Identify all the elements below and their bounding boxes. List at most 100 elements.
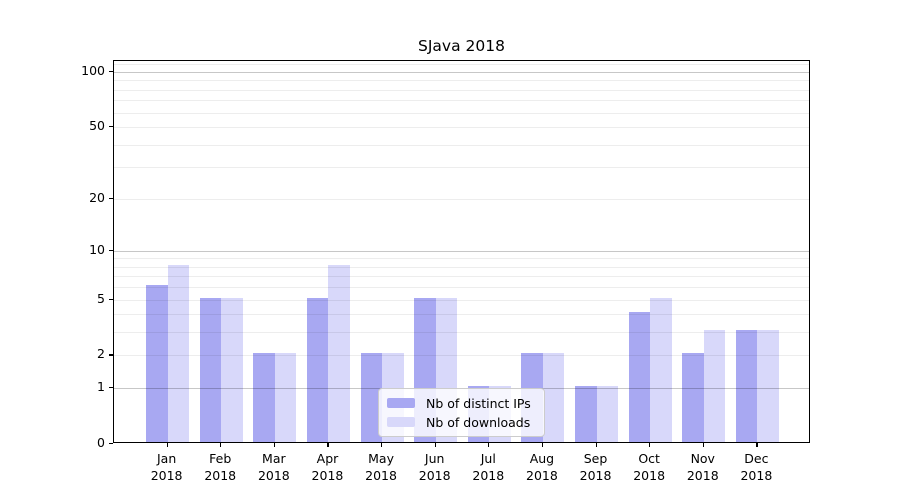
x-tick-dec bbox=[756, 443, 758, 447]
x-tick-year: 2018 bbox=[418, 467, 451, 483]
bar-downloads-feb bbox=[221, 297, 243, 442]
y-tick-2 bbox=[109, 354, 113, 356]
y-tick-5 bbox=[109, 298, 113, 300]
x-tick-year: 2018 bbox=[633, 467, 666, 483]
x-tick-nov bbox=[702, 443, 704, 447]
x-tick-month: Oct bbox=[638, 451, 660, 466]
y-tick-50 bbox=[109, 126, 113, 128]
gridline-minor-3 bbox=[114, 332, 809, 334]
x-tick-label-may: May 2018 bbox=[341, 451, 421, 484]
bar-distinct-ips-nov bbox=[682, 353, 704, 442]
x-tick-jul bbox=[488, 443, 490, 447]
gridline-minor-4 bbox=[114, 314, 809, 316]
y-tick-1 bbox=[109, 387, 113, 389]
x-tick-may bbox=[381, 443, 383, 447]
gridline-minor-90 bbox=[114, 80, 809, 82]
bar-downloads-sep bbox=[596, 386, 619, 442]
x-tick-month: Sep bbox=[583, 451, 608, 466]
bar-downloads-oct bbox=[650, 297, 672, 442]
x-tick-month: Jun bbox=[424, 451, 445, 466]
grid-layer bbox=[114, 61, 809, 442]
x-tick-month: Feb bbox=[209, 451, 232, 466]
x-tick-label-dec: Dec 2018 bbox=[716, 451, 796, 484]
x-tick-month: Jul bbox=[480, 451, 496, 466]
x-tick-aug bbox=[541, 443, 544, 447]
gridline-minor-8 bbox=[114, 266, 809, 268]
x-tick-apr bbox=[327, 443, 329, 447]
y-tick-label-5: 5 bbox=[97, 290, 105, 306]
gridline-minor-9 bbox=[114, 258, 809, 260]
bar-distinct-ips-jan bbox=[146, 285, 168, 442]
bar-downloads-dec bbox=[757, 330, 779, 442]
y-tick-100 bbox=[109, 71, 113, 73]
legend-row-downloads: Nb of downloads bbox=[387, 415, 536, 430]
gridline-major-10 bbox=[114, 250, 809, 252]
x-tick-year: 2018 bbox=[365, 467, 397, 483]
legend-swatch-downloads bbox=[387, 417, 415, 427]
gridline-minor-50 bbox=[114, 127, 809, 129]
bar-downloads-aug bbox=[542, 353, 565, 442]
x-tick-label-mar: Mar 2018 bbox=[234, 451, 314, 484]
gridline-minor-110 bbox=[114, 64, 809, 66]
gridline-minor-80 bbox=[114, 89, 809, 91]
bar-distinct-ips-mar bbox=[253, 353, 275, 442]
y-tick-label-50: 50 bbox=[89, 118, 105, 134]
bar-distinct-ips-oct bbox=[628, 312, 651, 442]
y-tick-10 bbox=[109, 249, 113, 251]
x-tick-sep bbox=[595, 443, 597, 447]
legend: Nb of distinct IPs Nb of downloads bbox=[378, 388, 545, 437]
gridline-minor-30 bbox=[114, 167, 809, 169]
legend-label-distinct-ips: Nb of distinct IPs bbox=[426, 395, 531, 411]
x-tick-label-nov: Nov 2018 bbox=[663, 451, 743, 484]
y-tick-label-20: 20 bbox=[89, 189, 105, 205]
chart-title: SJava 2018 bbox=[418, 37, 505, 55]
plot-area bbox=[113, 60, 810, 443]
y-tick-label-10: 10 bbox=[89, 241, 105, 257]
x-tick-month: Nov bbox=[690, 451, 715, 466]
x-tick-jun bbox=[434, 443, 436, 447]
x-tick-jan bbox=[166, 443, 168, 447]
bar-distinct-ips-feb bbox=[199, 297, 222, 442]
gridline-minor-6 bbox=[114, 287, 809, 289]
bar-distinct-ips-apr bbox=[306, 297, 329, 442]
y-tick-0 bbox=[109, 443, 113, 445]
gridline-minor-2 bbox=[114, 355, 809, 357]
x-tick-label-jan: Jan 2018 bbox=[127, 451, 207, 484]
x-tick-year: 2018 bbox=[740, 467, 773, 483]
y-tick-20 bbox=[109, 197, 113, 199]
x-tick-year: 2018 bbox=[579, 467, 612, 483]
bar-downloads-apr bbox=[328, 264, 350, 442]
y-tick-label-0: 0 bbox=[97, 435, 105, 450]
bar-distinct-ips-may bbox=[360, 353, 383, 442]
x-tick-year: 2018 bbox=[526, 467, 558, 483]
x-tick-mar bbox=[273, 443, 276, 447]
x-tick-year: 2018 bbox=[150, 467, 183, 483]
x-tick-oct bbox=[649, 443, 651, 447]
gridline-minor-70 bbox=[114, 100, 809, 102]
x-tick-year: 2018 bbox=[311, 467, 344, 483]
gridline-minor-60 bbox=[114, 112, 809, 114]
x-tick-label-oct: Oct 2018 bbox=[609, 451, 689, 484]
gridline-minor-40 bbox=[114, 144, 809, 146]
bar-distinct-ips-sep bbox=[575, 386, 597, 442]
legend-label-downloads: Nb of downloads bbox=[426, 414, 531, 430]
bar-downloads-nov bbox=[703, 330, 726, 442]
x-tick-year: 2018 bbox=[257, 467, 290, 483]
legend-swatch-distinct-ips bbox=[387, 398, 415, 408]
legend-row-distinct-ips: Nb of distinct IPs bbox=[387, 396, 536, 411]
x-tick-year: 2018 bbox=[472, 467, 505, 483]
x-tick-label-jun: Jun 2018 bbox=[395, 451, 475, 484]
x-tick-label-sep: Sep 2018 bbox=[556, 451, 636, 484]
x-tick-label-jul: Jul 2018 bbox=[448, 451, 528, 484]
x-tick-label-apr: Apr 2018 bbox=[287, 451, 367, 484]
x-tick-month: Apr bbox=[316, 451, 339, 466]
gridline-minor-20 bbox=[114, 198, 809, 200]
bar-distinct-ips-dec bbox=[735, 330, 758, 442]
bar-downloads-mar bbox=[274, 353, 297, 442]
x-tick-feb bbox=[220, 443, 222, 447]
x-tick-month: Dec bbox=[744, 451, 769, 466]
x-tick-label-feb: Feb 2018 bbox=[180, 451, 260, 484]
x-tick-month: Jan bbox=[156, 451, 177, 466]
gridline-minor-5 bbox=[114, 299, 809, 301]
